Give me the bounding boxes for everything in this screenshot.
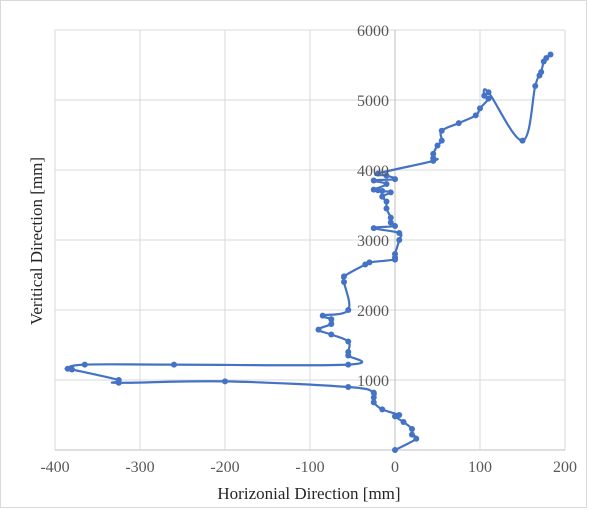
data-point xyxy=(370,394,377,401)
series-layer xyxy=(64,51,554,453)
x-tick-label: -100 xyxy=(295,459,324,476)
data-point xyxy=(543,55,550,61)
data-point xyxy=(438,127,445,134)
data-point xyxy=(485,89,492,96)
data-point xyxy=(409,426,415,432)
data-point xyxy=(341,279,347,285)
data-point xyxy=(328,316,335,323)
data-point xyxy=(345,361,352,368)
data-point xyxy=(383,205,390,212)
data-point xyxy=(396,237,403,243)
y-tick-label: 5000 xyxy=(357,93,389,110)
data-point xyxy=(430,155,437,162)
data-point xyxy=(455,120,462,127)
data-point xyxy=(345,349,352,355)
x-axis-title: Horizonial Direction [mm] xyxy=(217,484,400,503)
data-point xyxy=(370,225,377,232)
tick-labels: -400 -300 -200 -100 0 100 200 1000 2000 3000 4000 5… xyxy=(40,23,577,476)
data-point xyxy=(396,412,403,418)
data-point xyxy=(64,365,71,372)
data-point xyxy=(319,312,326,319)
data-point xyxy=(328,331,335,338)
x-tick-label: 100 xyxy=(468,459,492,476)
grid-lines xyxy=(54,29,566,450)
data-point xyxy=(81,361,88,368)
y-tick-label: 2000 xyxy=(357,303,389,320)
data-point xyxy=(370,399,377,406)
data-point xyxy=(477,105,483,112)
data-point xyxy=(341,273,347,280)
data-point xyxy=(387,189,394,196)
data-point xyxy=(392,176,398,183)
data-point xyxy=(370,186,377,193)
axes xyxy=(55,30,565,451)
data-point xyxy=(383,198,390,205)
data-point xyxy=(115,377,122,383)
data-point xyxy=(328,321,335,327)
data-point xyxy=(375,170,381,177)
data-point xyxy=(370,177,377,184)
x-tick-label: 200 xyxy=(553,459,577,476)
data-point xyxy=(383,181,390,187)
data-point xyxy=(430,150,437,157)
data-point xyxy=(481,92,488,99)
data-point xyxy=(485,95,492,102)
x-tick-label: 0 xyxy=(391,459,399,476)
data-point xyxy=(315,326,322,333)
data-point xyxy=(547,51,554,58)
x-tick-label: -400 xyxy=(40,459,69,476)
data-point xyxy=(345,338,352,345)
data-point xyxy=(532,83,539,89)
data-point xyxy=(387,214,394,221)
y-tick-label: 3000 xyxy=(357,233,389,250)
data-point xyxy=(472,112,479,119)
y-axis-title: Veritical Direction [mm] xyxy=(27,157,46,325)
data-point xyxy=(370,389,377,396)
data-point xyxy=(538,69,545,75)
data-point xyxy=(392,447,398,453)
data-point xyxy=(413,435,420,442)
x-tick-label: -200 xyxy=(210,459,239,476)
data-point xyxy=(222,378,228,385)
data-point xyxy=(400,419,407,425)
data-point xyxy=(396,230,403,236)
data-point xyxy=(392,223,398,229)
y-tick-label: 6000 xyxy=(357,23,389,40)
data-point xyxy=(383,172,390,179)
data-point xyxy=(171,361,177,368)
x-tick-label: -300 xyxy=(125,459,154,476)
y-tick-label: 4000 xyxy=(357,163,389,180)
data-point xyxy=(434,142,441,149)
data-point xyxy=(519,137,526,144)
y-tick-label: 1000 xyxy=(357,373,389,390)
data-point xyxy=(438,137,445,144)
data-point xyxy=(366,259,373,266)
data-point xyxy=(345,384,352,390)
data-point xyxy=(345,307,352,313)
data-point xyxy=(392,251,398,257)
data-point xyxy=(387,219,394,226)
data-point xyxy=(379,193,386,200)
data-point xyxy=(409,431,415,438)
data-point xyxy=(379,406,386,413)
